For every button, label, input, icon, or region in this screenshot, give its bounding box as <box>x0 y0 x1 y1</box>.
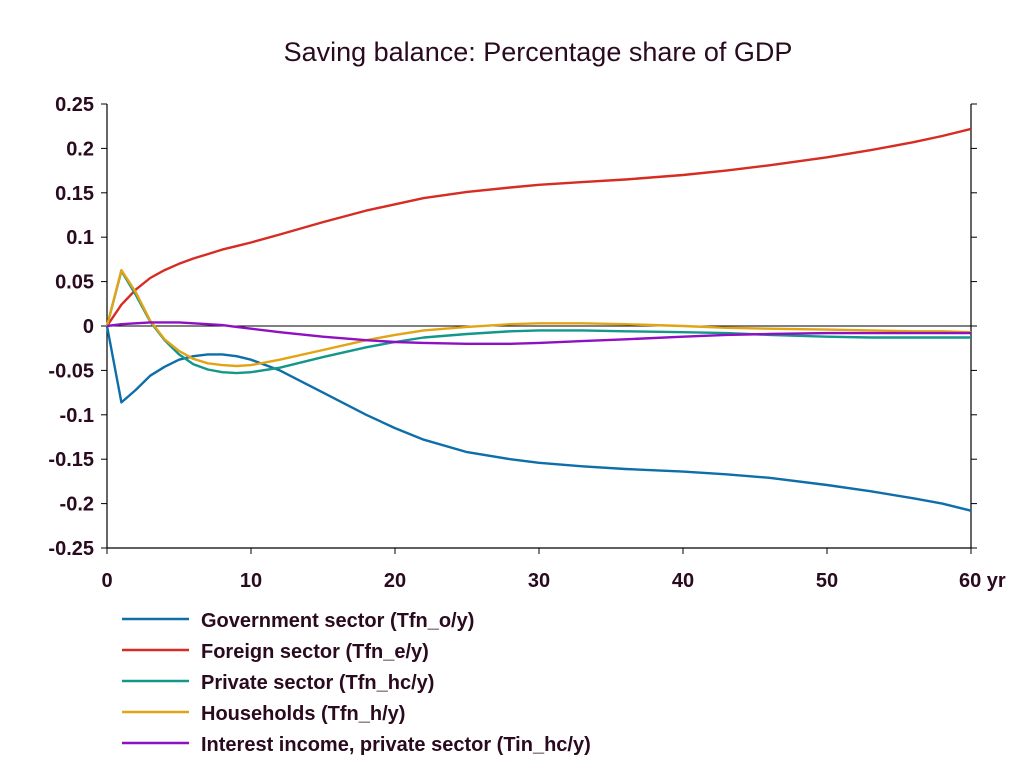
series-line-1 <box>105 325 972 512</box>
x-tick-label: 50 <box>816 570 838 592</box>
series-line-3 <box>105 269 971 375</box>
legend-label-5: Interest income, private sector (Tin_hc/… <box>201 734 591 756</box>
legend-label-4: Households (Tfn_h/y) <box>201 703 405 725</box>
x-tick-label: 10 <box>240 570 262 592</box>
x-tick-label: 30 <box>528 570 550 592</box>
series-line-4 <box>105 268 972 368</box>
y-tick-label: 0.2 <box>66 138 94 160</box>
series-line-5 <box>106 321 971 345</box>
legend-label-3: Private sector (Tfn_hc/y) <box>201 672 434 694</box>
y-tick-label: 0.15 <box>55 183 94 205</box>
chart-title: Saving balance: Percentage share of GDP <box>284 37 793 67</box>
y-tick-label: 0.05 <box>55 272 94 294</box>
legend-label-2: Foreign sector (Tfn_e/y) <box>201 641 429 663</box>
legend: Government sector (Tfn_o/y) Foreign secto… <box>122 610 591 756</box>
y-tick-label: -0.1 <box>60 405 94 427</box>
x-tick-label: 40 <box>672 570 694 592</box>
y-tick-label: -0.2 <box>60 494 94 516</box>
series-line-2 <box>106 127 972 327</box>
series-lines <box>105 127 972 512</box>
y-tick-label: 0 <box>83 316 94 338</box>
y-tick-label: -0.25 <box>48 538 94 560</box>
legend-label-1: Government sector (Tfn_o/y) <box>201 610 474 632</box>
x-tick-label: 60 yr <box>959 570 1006 592</box>
y-tick-label: -0.15 <box>48 449 94 471</box>
x-tick-label: 0 <box>101 570 112 592</box>
y-tick-label: 0.25 <box>55 94 94 116</box>
y-tick-label: -0.05 <box>48 360 94 382</box>
y-tick-label: 0.1 <box>66 227 94 249</box>
x-tick-label: 20 <box>384 570 406 592</box>
axes: 0.25 0.2 0.15 0.1 0.05 0 -0.05 -0.1 -0.15 -0.2 -0.… <box>48 94 1006 592</box>
